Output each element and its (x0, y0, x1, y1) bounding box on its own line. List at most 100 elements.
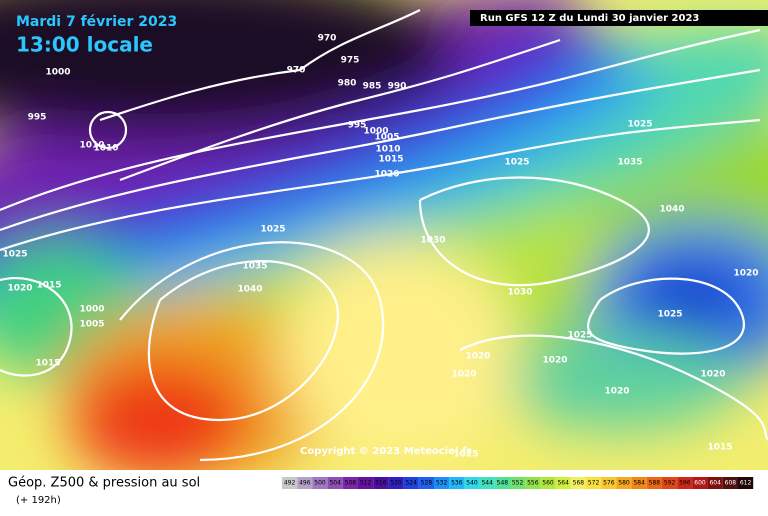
scale-swatch (373, 477, 389, 489)
run-banner (470, 10, 768, 26)
map-date: Mardi 7 février 2023 (16, 14, 177, 30)
map-time: 13:00 locale (16, 33, 153, 57)
scale-swatch (282, 477, 298, 489)
isobar-label: 1015 (35, 359, 60, 369)
scale-label: 504 (329, 480, 341, 487)
scale-label: 608 (725, 480, 737, 487)
scale-swatch (297, 477, 313, 489)
isobar-label: 1000 (79, 305, 104, 315)
copyright: Copyright © 2023 Meteociel.fr (300, 446, 471, 457)
isobar-label: 1025 (453, 450, 478, 460)
scale-label: 580 (618, 480, 630, 487)
color-scale: 492 496 500 504 508 512 516 520 524 528 532 536 540 5… (282, 477, 754, 489)
isobar-label: 1025 (504, 158, 529, 168)
scale-label: 524 (405, 480, 417, 487)
scale-swatch (722, 477, 738, 489)
isobar-label: 1010 (93, 144, 118, 154)
scale-label: 508 (345, 480, 357, 487)
footer-subtitle: (+ 192h) (16, 495, 61, 506)
scale-swatch (434, 477, 450, 489)
isobar-label: 970 (287, 66, 306, 76)
scale-label: 572 (588, 480, 600, 487)
isobar-label: 1020 (604, 387, 629, 397)
scale-label: 552 (512, 480, 524, 487)
scale-label: 540 (466, 480, 478, 487)
isobar-label: 1040 (237, 285, 262, 295)
isobar-label: 1015 (36, 281, 61, 291)
scale-swatch (312, 477, 328, 489)
scale-swatch (358, 477, 374, 489)
isobar-label: 970 (318, 34, 337, 44)
isobar-label: 1020 (733, 269, 758, 279)
isobar-label: 1020 (465, 352, 490, 362)
isobar-label: 995 (348, 121, 367, 131)
scale-label: 612 (740, 480, 752, 487)
scale-label: 556 (527, 480, 539, 487)
isobar-label: 1020 (451, 370, 476, 380)
scale-swatch (570, 477, 586, 489)
isobar-label: 1025 (2, 250, 27, 260)
scale-label: 600 (694, 480, 706, 487)
isobar-label: 1005 (374, 133, 399, 143)
scale-label: 500 (314, 480, 326, 487)
scale-swatch (662, 477, 678, 489)
scale-swatch (555, 477, 571, 489)
isobar-label: 1015 (378, 155, 403, 165)
run-info: Run GFS 12 Z du Lundi 30 janvier 2023 (480, 13, 699, 24)
isobar-label: 1000 (45, 68, 70, 78)
isobar-label: 1010 (79, 141, 104, 151)
scale-label: 532 (436, 480, 448, 487)
scale-swatch (510, 477, 526, 489)
scale-swatch (646, 477, 662, 489)
scale-swatch (525, 477, 541, 489)
scale-label: 584 (633, 480, 645, 487)
isobar-label: 985 (363, 82, 382, 92)
scale-swatch (631, 477, 647, 489)
scale-swatch (342, 477, 358, 489)
isobar-label: 1025 (627, 120, 652, 130)
isobar-label: 1025 (657, 310, 682, 320)
scale-swatch (586, 477, 602, 489)
scale-swatch (707, 477, 723, 489)
isobar-label: 1035 (242, 262, 267, 272)
isobar-label: 1010 (375, 145, 400, 155)
scale-swatch (738, 477, 754, 489)
scale-label: 588 (649, 480, 661, 487)
isobar-label: 990 (388, 82, 407, 92)
isobar-label: 1020 (700, 370, 725, 380)
scale-label: 496 (299, 480, 311, 487)
scale-swatch (479, 477, 495, 489)
isobar-label: 1005 (79, 320, 104, 330)
isobar-label: 1025 (260, 225, 285, 235)
scale-swatch (692, 477, 708, 489)
scale-swatch (494, 477, 510, 489)
isobar-label: 1015 (707, 443, 732, 453)
scale-swatch (327, 477, 343, 489)
scale-label: 560 (542, 480, 554, 487)
scale-swatch (449, 477, 465, 489)
scale-swatch (464, 477, 480, 489)
scale-label: 576 (603, 480, 615, 487)
scale-label: 520 (390, 480, 402, 487)
scale-label: 604 (709, 480, 721, 487)
scale-label: 512 (360, 480, 372, 487)
isobar-label: 1000 (363, 127, 388, 137)
isobar-label: 1030 (420, 236, 445, 246)
scale-swatch (677, 477, 693, 489)
scale-label: 548 (497, 480, 509, 487)
isobar-label: 1035 (617, 158, 642, 168)
scale-label: 492 (284, 480, 296, 487)
scale-swatch (540, 477, 556, 489)
map-background (0, 0, 768, 470)
scale-label: 596 (679, 480, 691, 487)
isobar-label: 1040 (659, 205, 684, 215)
scale-label: 592 (664, 480, 676, 487)
scale-swatch (616, 477, 632, 489)
isobar-label: 1020 (542, 356, 567, 366)
scale-label: 536 (451, 480, 463, 487)
scale-label: 544 (481, 480, 493, 487)
scale-swatch (388, 477, 404, 489)
scale-swatch (418, 477, 434, 489)
